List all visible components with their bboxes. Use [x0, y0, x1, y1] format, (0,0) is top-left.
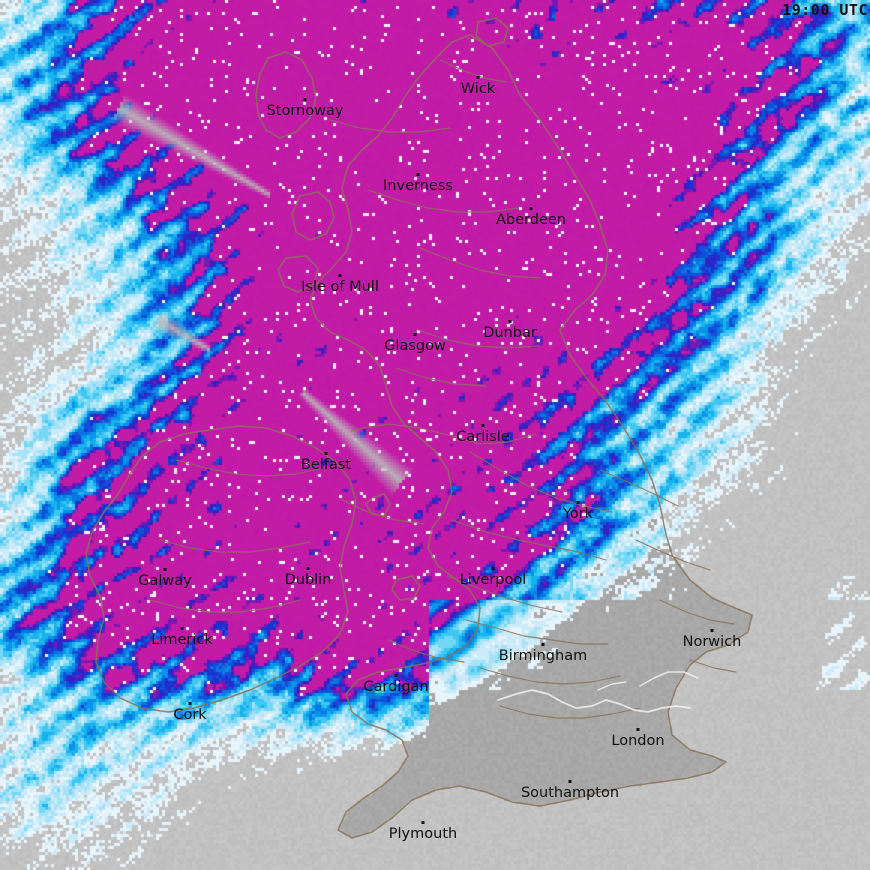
- timestamp-label: 19:00 UTC: [782, 1, 868, 19]
